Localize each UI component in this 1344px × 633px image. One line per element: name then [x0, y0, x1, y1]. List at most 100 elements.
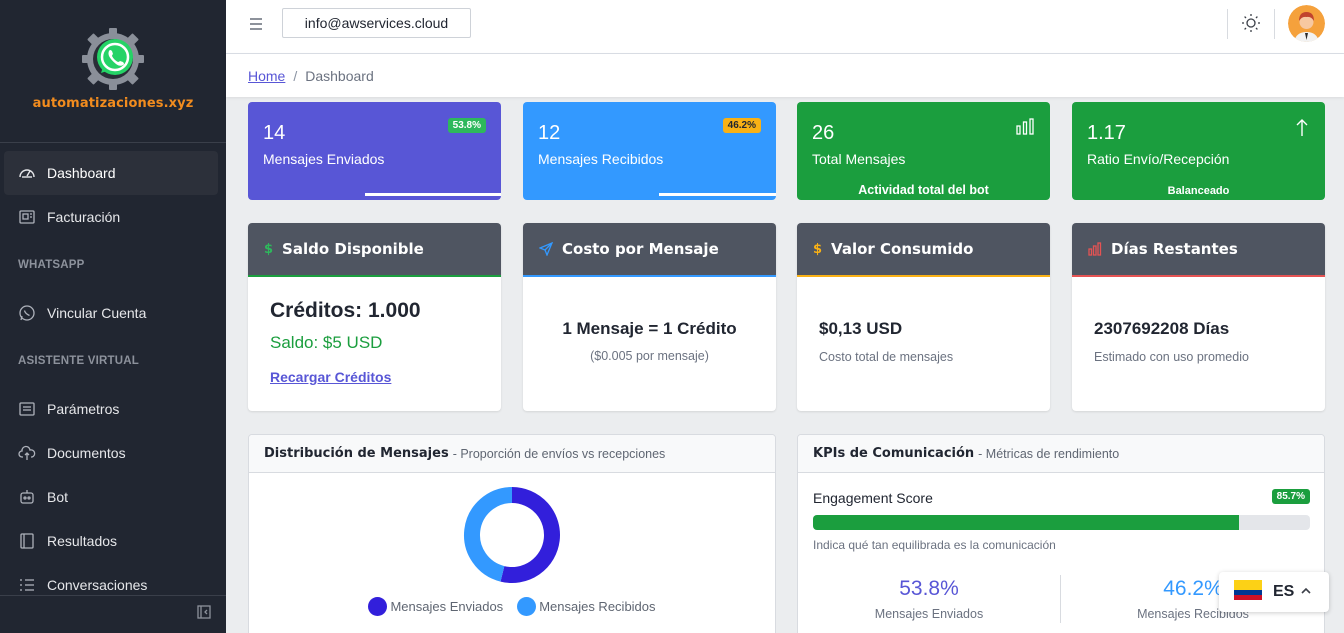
- sidebar-item-label: Bot: [47, 489, 69, 505]
- header-divider: [1227, 9, 1228, 39]
- engagement-label: Engagement Score: [813, 490, 933, 506]
- stat-card-mensajes-enviados: 14 Mensajes Enviados 53.8%: [248, 102, 501, 200]
- stat-card-total-mensajes: 26 Total Mensajes Actividad total del bo…: [797, 102, 1050, 200]
- sidebar-item-bot[interactable]: Bot: [4, 475, 218, 519]
- stat-label: Mensajes Recibidos: [538, 151, 664, 167]
- stat-value: 1.17: [1087, 122, 1126, 144]
- days-value: 2307692208 Días: [1094, 319, 1230, 338]
- credits-value: Créditos: 1.000: [270, 299, 421, 322]
- whatsapp-gear-logo-icon: [80, 26, 146, 92]
- stat-value: 12: [538, 122, 561, 144]
- panel-title: KPIs de Comunicación: [813, 446, 975, 461]
- panel-title: Distribución de Mensajes: [264, 446, 449, 461]
- stat-value: 26: [812, 122, 835, 144]
- breadcrumb: Home / Dashboard: [226, 54, 1344, 97]
- stat-label: Ratio Envío/Recepción: [1087, 151, 1230, 167]
- breadcrumb-current: Dashboard: [305, 67, 374, 84]
- bar-chart-icon: [1088, 242, 1102, 256]
- panel-header: KPIs de Comunicación - Métricas de rendi…: [798, 435, 1324, 473]
- card-header: $ Saldo Disponible: [248, 223, 501, 277]
- list-numbers-icon: [18, 576, 36, 594]
- breadcrumb-separator: /: [293, 67, 298, 84]
- nav-section-whatsapp: WHATSAPP: [18, 259, 85, 271]
- card-title: Valor Consumido: [831, 240, 974, 258]
- chevron-up-icon: [1300, 583, 1312, 601]
- kpi-recv-pct: 46.2%: [1163, 577, 1223, 600]
- arrow-up-icon: [1294, 118, 1310, 143]
- sidebar-item-label: Conversaciones: [47, 577, 148, 593]
- panel-header: Distribución de Mensajes - Proporción de…: [249, 435, 775, 473]
- kpi-sent: 53.8% Mensajes Enviados: [798, 577, 1060, 621]
- sidebar-item-resultados[interactable]: Resultados: [4, 519, 218, 563]
- sidebar-item-label: Parámetros: [47, 401, 120, 417]
- top-header: info@awservices.cloud: [226, 0, 1344, 54]
- card-title: Costo por Mensaje: [562, 240, 719, 258]
- bot-icon: [18, 488, 36, 506]
- cost-sub: ($0.005 por mensaje): [590, 349, 709, 363]
- donut-chart: [464, 487, 560, 583]
- sidebar: automatizaciones.xyz Dashboard Facturaci…: [0, 0, 226, 633]
- stat-card-mensajes-recibidos: 12 Mensajes Recibidos 46.2%: [523, 102, 776, 200]
- progress-bar: [364, 193, 501, 196]
- balance-value: Saldo: $5 USD: [270, 333, 383, 352]
- colombia-flag-icon: [1234, 579, 1262, 605]
- stat-footer: Balanceado: [1167, 185, 1230, 197]
- legend-label: Mensajes Recibidos: [539, 599, 656, 614]
- card-title: Saldo Disponible: [282, 240, 424, 258]
- recargar-creditos-link[interactable]: Recargar Créditos: [270, 369, 392, 385]
- sidebar-item-vincular-cuenta[interactable]: Vincular Cuenta: [4, 291, 218, 335]
- kpi-sent-pct: 53.8%: [899, 577, 959, 600]
- card-header: Costo por Mensaje: [523, 223, 776, 277]
- card-saldo-disponible: $ Saldo Disponible Créditos: 1.000 Saldo…: [248, 223, 501, 411]
- stat-label: Mensajes Enviados: [263, 151, 385, 167]
- card-valor-consumido: $ Valor Consumido $0,13 USD Costo total …: [797, 223, 1050, 411]
- panel-distribucion: Distribución de Mensajes - Proporción de…: [248, 434, 776, 633]
- stat-card-ratio: 1.17 Ratio Envío/Recepción Balanceado: [1072, 102, 1325, 200]
- kpi-sent-label: Mensajes Enviados: [874, 607, 984, 621]
- hamburger-menu-icon[interactable]: [248, 15, 264, 33]
- card-header: $ Valor Consumido: [797, 223, 1050, 277]
- nav-section-asistente: ASISTENTE VIRTUAL: [18, 355, 139, 367]
- breadcrumb-home-link[interactable]: Home: [248, 67, 286, 84]
- brand-name: automatizaciones.xyz: [32, 96, 194, 111]
- card-title: Días Restantes: [1111, 240, 1238, 258]
- sun-icon[interactable]: [1240, 12, 1262, 34]
- consumed-value: $0,13 USD: [819, 319, 903, 338]
- sidebar-item-label: Resultados: [47, 533, 118, 549]
- card-header: Días Restantes: [1072, 223, 1325, 277]
- donut-slice-mensajes-enviados[interactable]: [500, 487, 560, 583]
- account-email[interactable]: info@awservices.cloud: [282, 8, 471, 38]
- stat-value: 14: [263, 122, 286, 144]
- card-dias-restantes: Días Restantes 2307692208 Días Estimado …: [1072, 223, 1325, 411]
- sidebar-item-dashboard[interactable]: Dashboard: [4, 151, 218, 195]
- book-icon: [18, 532, 36, 550]
- collapse-sidebar-icon[interactable]: [196, 604, 212, 625]
- legend-label: Mensajes Enviados: [390, 599, 504, 614]
- kpi-divider: [1060, 575, 1061, 623]
- sidebar-item-label: Documentos: [47, 445, 126, 461]
- engagement-desc: Indica qué tan equilibrada es la comunic…: [813, 538, 1056, 552]
- sidebar-item-label: Dashboard: [47, 165, 116, 181]
- percentage-badge: 53.8%: [447, 118, 486, 133]
- legend-item-recibidos[interactable]: Mensajes Recibidos: [517, 597, 656, 616]
- percentage-badge: 46.2%: [722, 118, 761, 133]
- sidebar-nav: Dashboard Facturación WHATSAPP Vincular …: [0, 143, 226, 607]
- user-avatar[interactable]: [1288, 5, 1325, 42]
- days-sub: Estimado con uso promedio: [1094, 350, 1249, 364]
- legend-item-enviados[interactable]: Mensajes Enviados: [368, 597, 503, 616]
- sidebar-item-label: Vincular Cuenta: [47, 305, 147, 321]
- sidebar-item-facturacion[interactable]: Facturación: [4, 195, 218, 239]
- card-costo-por-mensaje: Costo por Mensaje 1 Mensaje = 1 Crédito …: [523, 223, 776, 411]
- engagement-progress-track: [813, 515, 1310, 530]
- cost-value: 1 Mensaje = 1 Crédito: [562, 319, 737, 338]
- sidebar-item-documentos[interactable]: Documentos: [4, 431, 218, 475]
- sidebar-item-parametros[interactable]: Parámetros: [4, 387, 218, 431]
- consumed-sub: Costo total de mensajes: [819, 350, 954, 364]
- donut-slice-mensajes-recibidos[interactable]: [464, 487, 513, 582]
- stat-footer: Actividad total del bot: [858, 183, 989, 197]
- sidebar-item-conversaciones[interactable]: Conversaciones: [4, 563, 218, 607]
- invoice-icon: [18, 208, 36, 226]
- brand[interactable]: automatizaciones.xyz: [0, 0, 226, 143]
- sidebar-item-label: Facturación: [47, 209, 121, 225]
- language-selector[interactable]: ES: [1219, 572, 1329, 612]
